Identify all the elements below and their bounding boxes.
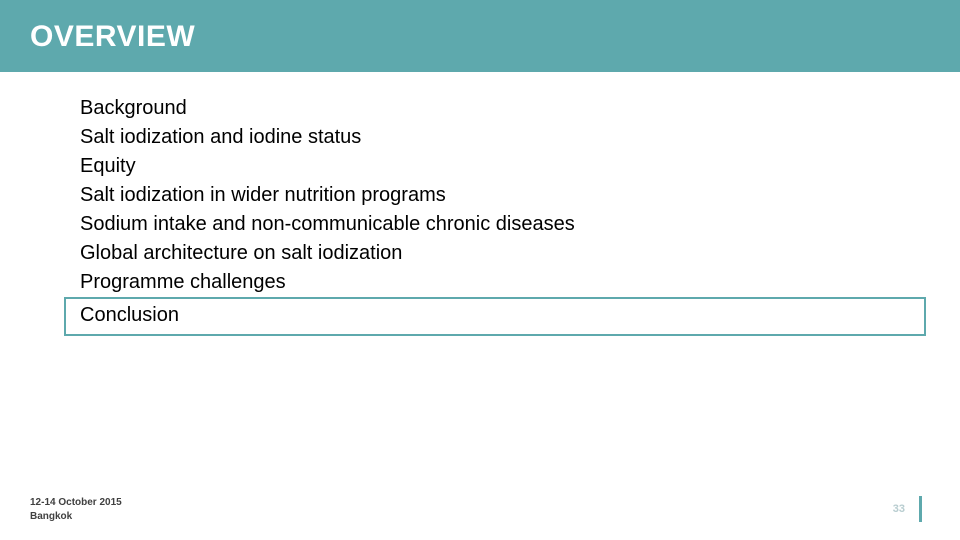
highlight-box: Conclusion [64, 297, 926, 336]
footer-left: 12-14 October 2015 Bangkok [30, 496, 940, 523]
footer-date: 12-14 October 2015 [30, 496, 940, 510]
list-item: Global architecture on salt iodization [80, 239, 930, 268]
list-item: Salt iodization and iodine status [80, 123, 930, 152]
list-item: Sodium intake and non-communicable chron… [80, 210, 930, 239]
list-item: Background [80, 94, 930, 123]
page-number: 33 [893, 503, 905, 515]
content-list: Background Salt iodization and iodine st… [0, 72, 960, 336]
footer-location: Bangkok [30, 510, 940, 524]
footer: 12-14 October 2015 Bangkok 33 [30, 496, 940, 526]
header-band: OVERVIEW [0, 0, 960, 72]
list-item: Programme challenges [80, 268, 930, 297]
accent-bar-icon [919, 496, 922, 522]
page-title: OVERVIEW [30, 20, 960, 54]
footer-right: 33 [893, 496, 922, 522]
list-item: Equity [80, 152, 930, 181]
list-item-highlighted: Conclusion [80, 301, 910, 330]
list-item: Salt iodization in wider nutrition progr… [80, 181, 930, 210]
